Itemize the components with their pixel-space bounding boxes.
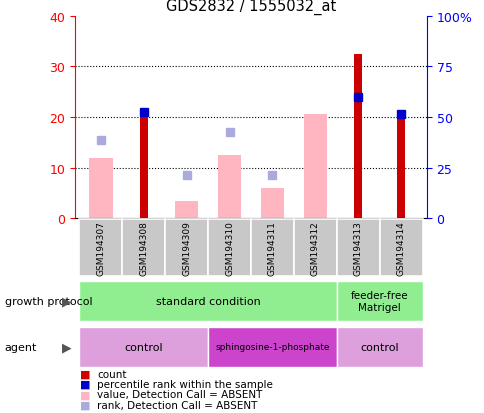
Bar [208, 327, 336, 367]
Bar [165, 219, 208, 276]
Bar [303, 115, 326, 219]
Text: growth protocol: growth protocol [5, 297, 92, 306]
Text: GSM194309: GSM194309 [182, 221, 191, 275]
Text: percentile rank within the sample: percentile rank within the sample [97, 379, 272, 389]
Bar [122, 219, 165, 276]
Bar [208, 219, 251, 276]
Bar [175, 201, 198, 219]
Text: rank, Detection Call = ABSENT: rank, Detection Call = ABSENT [97, 400, 257, 410]
Text: GSM194312: GSM194312 [310, 221, 319, 275]
Text: ■: ■ [80, 379, 91, 389]
Bar [89, 158, 112, 219]
Text: standard condition: standard condition [155, 297, 260, 306]
Text: ■: ■ [80, 400, 91, 410]
Text: GSM194308: GSM194308 [139, 221, 148, 275]
Bar [140, 113, 147, 219]
Bar [251, 219, 293, 276]
Text: GSM194311: GSM194311 [267, 221, 276, 275]
Bar [217, 156, 241, 219]
Text: ■: ■ [80, 389, 91, 399]
Bar [336, 282, 422, 321]
Text: count: count [97, 369, 126, 379]
Bar [79, 219, 122, 276]
Bar [79, 327, 208, 367]
Text: agent: agent [5, 342, 37, 352]
Bar [260, 188, 284, 219]
Text: ▶: ▶ [62, 340, 72, 354]
Text: GSM194313: GSM194313 [353, 221, 362, 275]
Text: GSM194310: GSM194310 [225, 221, 234, 275]
Bar [354, 55, 361, 219]
Bar [293, 219, 336, 276]
Text: value, Detection Call = ABSENT: value, Detection Call = ABSENT [97, 389, 262, 399]
Title: GDS2832 / 1555032_at: GDS2832 / 1555032_at [166, 0, 335, 15]
Text: control: control [360, 342, 398, 352]
Bar [79, 282, 336, 321]
Bar [396, 115, 404, 219]
Text: ▶: ▶ [62, 295, 72, 308]
Bar [379, 219, 422, 276]
Text: ■: ■ [80, 369, 91, 379]
Text: GSM194314: GSM194314 [396, 221, 405, 275]
Text: feeder-free
Matrigel: feeder-free Matrigel [350, 291, 408, 312]
Bar [336, 219, 379, 276]
Text: GSM194307: GSM194307 [96, 221, 105, 275]
Text: control: control [124, 342, 163, 352]
Text: sphingosine-1-phosphate: sphingosine-1-phosphate [215, 342, 329, 351]
Bar [336, 327, 422, 367]
